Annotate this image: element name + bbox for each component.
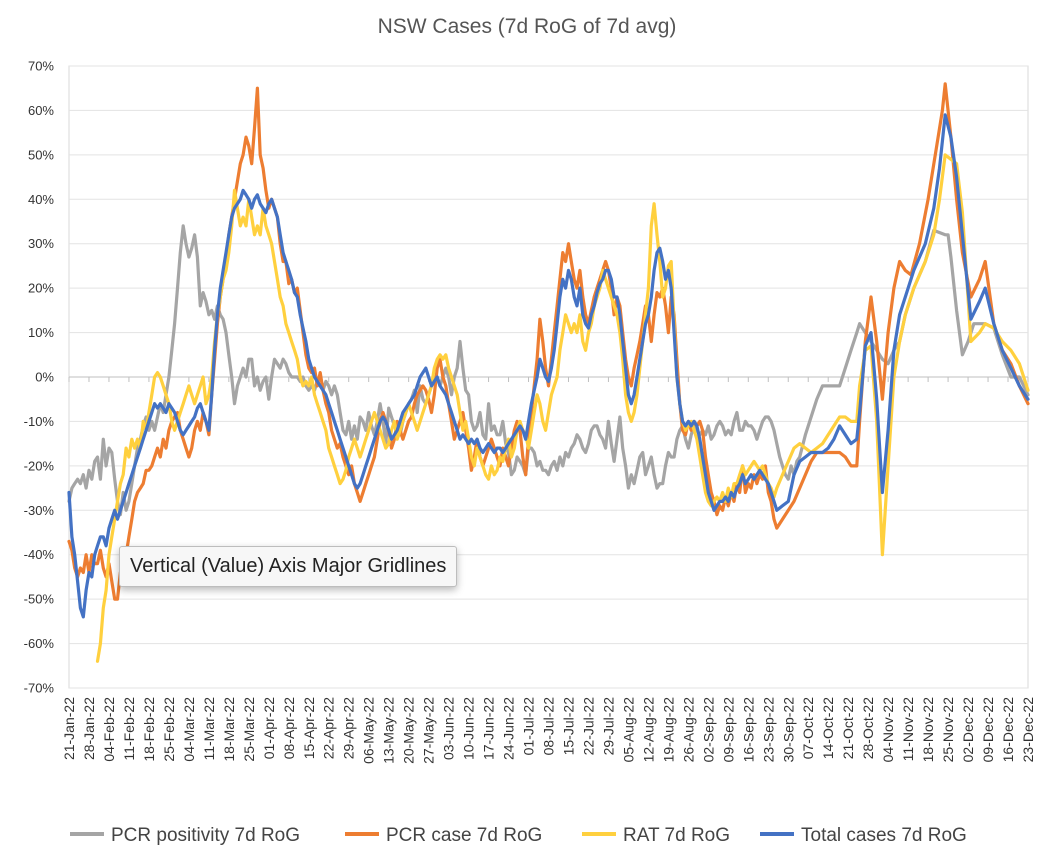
legend-item[interactable]: RAT 7d RoG bbox=[582, 825, 730, 846]
x-tick-label: 18-Feb-22 bbox=[141, 697, 157, 762]
legend-label: RAT 7d RoG bbox=[623, 825, 730, 846]
x-tick-label: 06-May-22 bbox=[361, 697, 377, 764]
x-tick-label: 28-Oct-22 bbox=[860, 697, 876, 759]
y-tick-label: 10% bbox=[28, 325, 54, 340]
x-tick-label: 09-Dec-22 bbox=[980, 697, 996, 763]
x-tick-label: 03-Jun-22 bbox=[441, 697, 457, 760]
y-tick-label: -20% bbox=[24, 458, 55, 473]
legend-label: PCR positivity 7d RoG bbox=[111, 825, 300, 846]
chart-legend[interactable]: PCR positivity 7d RoG PCR case 7d RoG RAT … bbox=[70, 825, 967, 846]
legend-item[interactable]: PCR case 7d RoG bbox=[345, 825, 542, 846]
x-tick-label: 05-Aug-22 bbox=[620, 697, 636, 763]
x-tick-label: 01-Jul-22 bbox=[521, 697, 537, 756]
x-tick-label: 29-Jul-22 bbox=[600, 697, 616, 756]
x-tick-label: 11-Mar-22 bbox=[201, 697, 217, 761]
x-tick-label: 15-Jul-22 bbox=[560, 697, 576, 756]
y-tick-label: -50% bbox=[24, 592, 55, 607]
x-tick-label: 11-Nov-22 bbox=[900, 697, 916, 762]
x-tick-label: 16-Dec-22 bbox=[1000, 697, 1016, 763]
x-tick-label: 28-Jan-22 bbox=[81, 697, 97, 760]
horizontal-gridlines[interactable] bbox=[69, 65, 1028, 689]
y-tick-label: -10% bbox=[24, 414, 55, 429]
y-tick-label: -60% bbox=[24, 636, 55, 651]
x-tick-label: 16-Sep-22 bbox=[740, 697, 756, 763]
y-tick-label: 40% bbox=[28, 192, 54, 207]
x-tick-label: 20-May-22 bbox=[401, 697, 417, 764]
x-tick-label: 15-Apr-22 bbox=[301, 697, 317, 759]
x-tick-label: 23-Dec-22 bbox=[1020, 697, 1036, 763]
x-tick-label: 22-Jul-22 bbox=[580, 697, 596, 756]
x-tick-label: 09-Sep-22 bbox=[720, 697, 736, 763]
y-tick-label: 0% bbox=[35, 370, 54, 385]
x-tick-label: 29-Apr-22 bbox=[341, 697, 357, 759]
x-axis-tick-labels: 21-Jan-22 28-Jan-22 04-Feb-22 11-Feb-22 18-F… bbox=[61, 697, 1036, 764]
x-tick-label: 04-Nov-22 bbox=[880, 697, 896, 763]
series-line-1 bbox=[67, 224, 1030, 517]
legend-item[interactable]: Total cases 7d RoG bbox=[760, 825, 967, 846]
x-tick-label: 04-Mar-22 bbox=[181, 697, 197, 762]
y-tick-label: -40% bbox=[24, 547, 55, 562]
x-tick-label: 04-Feb-22 bbox=[101, 697, 117, 762]
y-tick-label: 70% bbox=[28, 59, 54, 74]
x-tick-label: 25-Feb-22 bbox=[161, 697, 177, 762]
y-tick-label: 20% bbox=[28, 281, 54, 296]
y-tick-label: -70% bbox=[24, 681, 55, 696]
x-tick-label: 25-Nov-22 bbox=[940, 697, 956, 763]
x-tick-label: 21-Oct-22 bbox=[840, 697, 856, 759]
y-tick-label: -30% bbox=[24, 503, 55, 518]
x-tick-label: 21-Jan-22 bbox=[61, 697, 77, 760]
x-tick-label: 01-Apr-22 bbox=[261, 697, 277, 759]
x-tick-label: 08-Apr-22 bbox=[281, 697, 297, 759]
x-tick-label: 27-May-22 bbox=[421, 697, 437, 764]
x-tick-label: 02-Dec-22 bbox=[960, 697, 976, 763]
x-tick-label: 26-Aug-22 bbox=[680, 697, 696, 763]
y-tick-label: 50% bbox=[28, 147, 54, 162]
x-tick-label: 23-Sep-22 bbox=[760, 697, 776, 763]
x-tick-label: 22-Apr-22 bbox=[321, 697, 337, 759]
series-line-4 bbox=[67, 113, 1030, 619]
x-tick-label: 18-Mar-22 bbox=[221, 697, 237, 762]
x-tick-label: 12-Aug-22 bbox=[640, 697, 656, 763]
legend-item[interactable]: PCR positivity 7d RoG bbox=[70, 825, 300, 846]
legend-label: Total cases 7d RoG bbox=[801, 825, 967, 846]
x-tick-label: 10-Jun-22 bbox=[461, 697, 477, 760]
x-tick-label: 07-Oct-22 bbox=[800, 697, 816, 759]
x-tick-label: 17-Jun-22 bbox=[481, 697, 497, 760]
chart-title: NSW Cases (7d RoG of 7d avg) bbox=[378, 15, 677, 38]
x-tick-label: 19-Aug-22 bbox=[660, 697, 676, 763]
x-tick-label: 08-Jul-22 bbox=[541, 697, 557, 756]
x-tick-label: 24-Jun-22 bbox=[501, 697, 517, 760]
gridlines-tooltip: Vertical (Value) Axis Major Gridlines bbox=[119, 546, 458, 587]
y-tick-label: 60% bbox=[28, 103, 54, 118]
x-tick-label: 02-Sep-22 bbox=[700, 697, 716, 763]
x-tick-label: 25-Mar-22 bbox=[241, 697, 257, 762]
x-tick-label: 11-Feb-22 bbox=[121, 697, 137, 761]
y-tick-label: 30% bbox=[28, 236, 54, 251]
x-tick-label: 18-Nov-22 bbox=[920, 697, 936, 763]
series-lines bbox=[67, 82, 1030, 663]
x-tick-label: 13-May-22 bbox=[381, 697, 397, 764]
x-tick-label: 14-Oct-22 bbox=[820, 697, 836, 759]
legend-label: PCR case 7d RoG bbox=[386, 825, 542, 846]
series-line-3 bbox=[95, 153, 1030, 663]
y-axis-tick-labels: 70% 60% 50% 40% 30% 20% 10% 0% -10% -20% -30% -40% -… bbox=[24, 59, 55, 696]
x-tick-label: 30-Sep-22 bbox=[780, 697, 796, 763]
